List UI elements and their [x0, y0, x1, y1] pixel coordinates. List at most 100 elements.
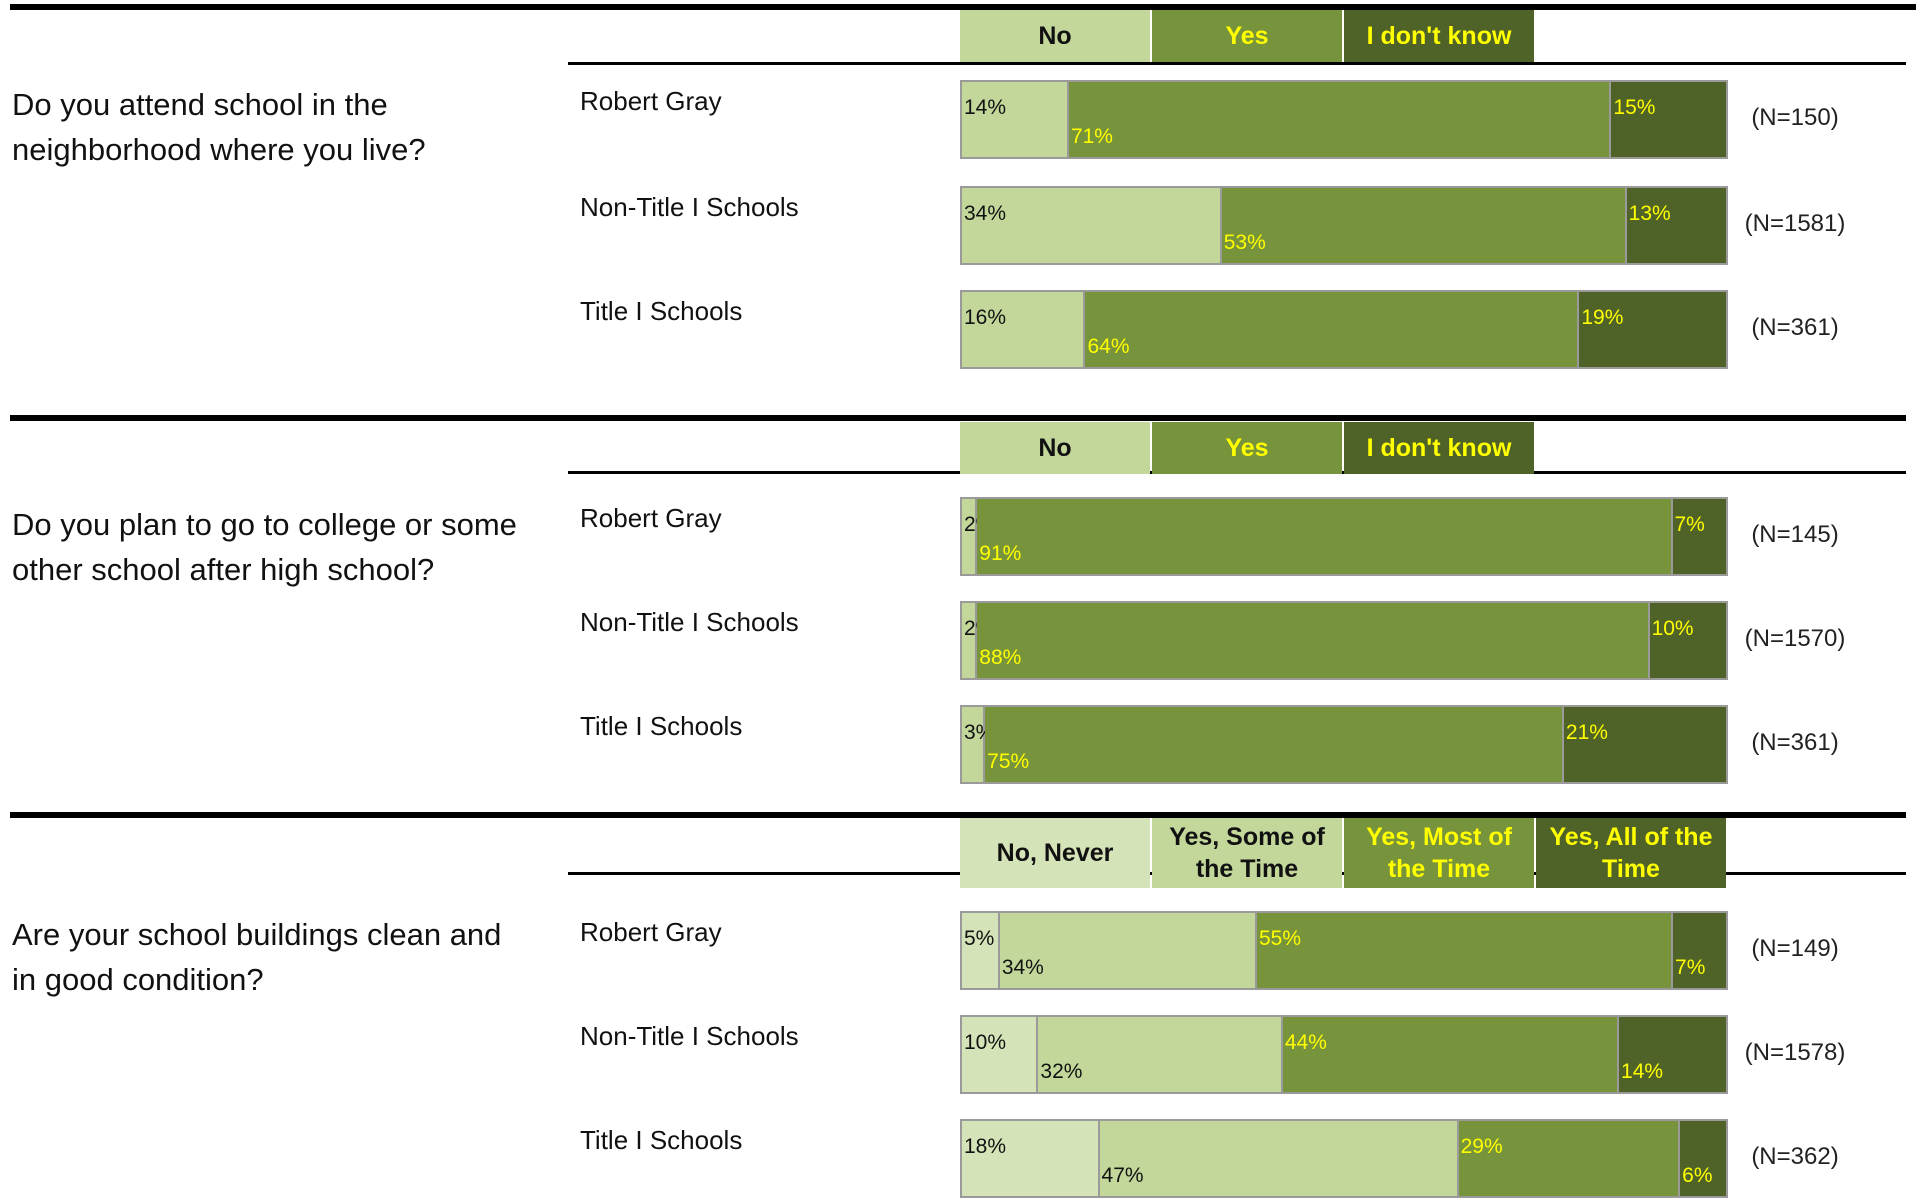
- bar-segment: 34%: [999, 913, 1257, 988]
- legend-item: I don't know: [1344, 422, 1534, 474]
- bar-segment: 10%: [1649, 603, 1726, 678]
- bar-segment: 53%: [1221, 188, 1627, 263]
- stacked-bar: 16% 64% 19%: [960, 290, 1728, 369]
- question-text: Do you plan to go to college or some oth…: [12, 507, 517, 587]
- data-label: 64%: [1087, 335, 1130, 358]
- sample-size: (N=362): [1751, 1143, 1839, 1170]
- bar-segment: 88%: [977, 603, 1650, 678]
- bar-segment: 71%: [1068, 82, 1612, 157]
- stacked-bar: 3% 75% 21%: [960, 705, 1728, 784]
- sample-size: (N=149): [1751, 935, 1839, 962]
- question-section: No Yes I don't know Do you plan to go to co…: [0, 415, 1916, 812]
- data-label: 32%: [1040, 1060, 1083, 1083]
- data-label: 6%: [1682, 1164, 1713, 1187]
- sample-size: (N=361): [1751, 314, 1839, 341]
- bar-segment: 55%: [1257, 913, 1674, 988]
- bar-segment: 44%: [1282, 1017, 1620, 1092]
- sample-size: (N=145): [1751, 521, 1839, 548]
- question-section: No Yes I don't know Do you attend school in…: [0, 0, 1916, 415]
- section-divider: [10, 4, 1916, 10]
- row-label: Title I Schools: [580, 711, 743, 741]
- section-divider: [10, 415, 1906, 421]
- bar-segment: 32%: [1038, 1017, 1283, 1092]
- legend-item: Yes, Most of the Time: [1344, 818, 1534, 888]
- data-label: 18%: [964, 1135, 1007, 1158]
- data-label: 7%: [1674, 513, 1705, 536]
- row-label: Non-Title I Schools: [580, 192, 799, 222]
- bar-segment: 34%: [962, 188, 1222, 263]
- bar-segment: 7%: [1673, 913, 1726, 988]
- data-label: 15%: [1613, 96, 1656, 119]
- row-label: Non-Title I Schools: [580, 1021, 799, 1051]
- data-label: 71%: [1070, 125, 1113, 148]
- row-label: Title I Schools: [580, 296, 743, 326]
- sample-size: (N=150): [1751, 104, 1839, 131]
- question-text: Are your school buildings clean and in g…: [12, 917, 502, 997]
- stacked-bar: 2%91% 7%: [960, 497, 1728, 576]
- sample-size: (N=1578): [1744, 1039, 1846, 1066]
- data-label: 10%: [964, 1031, 1007, 1054]
- bar-segment: 91%: [977, 499, 1673, 574]
- question-text: Do you attend school in the neighborhood…: [12, 87, 426, 167]
- data-label: 29%: [1460, 1135, 1503, 1158]
- bar-segment: 21%: [1563, 707, 1726, 782]
- data-label: 7%: [1675, 956, 1706, 979]
- legend-item: Yes: [1152, 422, 1342, 474]
- legend-item: No: [960, 10, 1150, 62]
- legend: No Yes I don't know: [960, 10, 1536, 62]
- data-label: 53%: [1223, 231, 1266, 254]
- data-label: 19%: [1581, 306, 1624, 329]
- data-label: 21%: [1565, 721, 1608, 744]
- data-label: 34%: [1001, 956, 1044, 979]
- row-label: Non-Title I Schools: [580, 607, 799, 637]
- data-label: 5%: [964, 927, 995, 950]
- bar-segment: 14%: [962, 82, 1069, 157]
- data-label: 14%: [1621, 1060, 1664, 1083]
- data-label: 13%: [1628, 202, 1671, 225]
- bar-segment: 19%: [1579, 292, 1726, 367]
- bar-segment: 13%: [1626, 188, 1726, 263]
- sample-size: (N=361): [1751, 729, 1839, 756]
- stacked-bar: 34% 53% 13%: [960, 186, 1728, 265]
- bar-segment: 5%: [962, 913, 1000, 988]
- bar-segment: 3%: [962, 707, 994, 782]
- legend: No Yes I don't know: [960, 422, 1536, 474]
- legend-item: No, Never: [960, 818, 1150, 888]
- row-label: Robert Gray: [580, 917, 722, 947]
- question-section: No, Never Yes, Some of the Time Yes, Most …: [0, 812, 1916, 1198]
- section-divider: [10, 812, 1906, 818]
- data-label: 91%: [979, 542, 1022, 565]
- row-label: Robert Gray: [580, 86, 722, 116]
- data-label: 14%: [964, 96, 1007, 119]
- bar-segment: 75%: [985, 707, 1564, 782]
- data-label: 34%: [964, 202, 1007, 225]
- sample-size: (N=1581): [1744, 210, 1846, 237]
- legend-item: I don't know: [1344, 10, 1534, 62]
- legend-item: Yes, Some of the Time: [1152, 818, 1342, 888]
- bar-segment: 7%: [1672, 499, 1726, 574]
- data-label: 47%: [1101, 1164, 1144, 1187]
- legend-item: Yes: [1152, 10, 1342, 62]
- data-label: 10%: [1651, 617, 1694, 640]
- bar-segment: 6%: [1680, 1121, 1726, 1196]
- data-label: 75%: [987, 750, 1030, 773]
- stacked-bar: 14% 71% 15%: [960, 80, 1728, 159]
- data-label: 55%: [1259, 927, 1302, 950]
- stacked-bar: 18% 47% 29% 6%: [960, 1119, 1728, 1198]
- row-label: Title I Schools: [580, 1125, 743, 1155]
- legend-item: No: [960, 422, 1150, 474]
- bar-segment: 16%: [962, 292, 1086, 367]
- stacked-bar: 10% 32% 44% 14%: [960, 1015, 1728, 1094]
- sample-size: (N=1570): [1744, 625, 1846, 652]
- row-label: Robert Gray: [580, 503, 722, 533]
- stacked-bar: 5% 34% 55% 7%: [960, 911, 1728, 990]
- bar-segment: 2%: [962, 603, 994, 678]
- legend: No, Never Yes, Some of the Time Yes, Most …: [960, 818, 1728, 888]
- data-label: 88%: [979, 646, 1022, 669]
- bar-segment: 15%: [1611, 82, 1726, 157]
- stacked-bar: 2%88% 10%: [960, 601, 1728, 680]
- legend-item: Yes, All of the Time: [1536, 818, 1726, 888]
- data-label: 16%: [964, 306, 1007, 329]
- bar-segment: 10%: [962, 1017, 1039, 1092]
- data-label: 44%: [1284, 1031, 1327, 1054]
